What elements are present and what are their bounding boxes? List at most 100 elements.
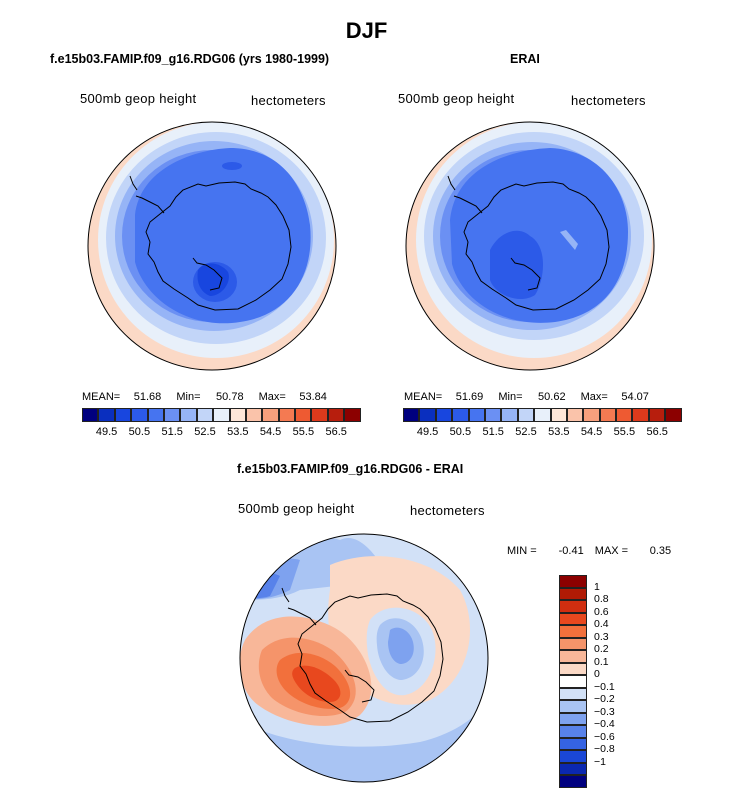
diff-field-label: 500mb geop height [238,501,355,516]
left-panel-title: f.e15b03.FAMIP.f09_g16.RDG06 (yrs 1980-1… [50,52,330,66]
right-colorbar-swatch [419,408,436,422]
left-colorbar-tick-label: 52.5 [194,426,216,438]
diff-panel-title: f.e15b03.FAMIP.f09_g16.RDG06 - ERAI [237,462,464,476]
right-min-label: Min= [498,391,523,403]
right-colorbar-swatch [484,408,502,422]
diff-colorbar-swatch [559,750,587,763]
right-max-value: 54.07 [621,391,649,403]
left-colorbar-tick-label: 56.5 [325,426,347,438]
left-max-label: Max= [258,391,286,403]
diff-colorbar-swatch [559,612,587,625]
diff-max-value: 0.35 [649,545,672,557]
diff-colorbar-swatch [559,775,587,788]
right-colorbar-tick-label: 53.5 [548,426,570,438]
diff-colorbar-swatch [559,687,587,700]
left-mean-label: MEAN= [82,391,121,403]
diff-min-value: -0.41 [558,545,584,557]
left-min-value: 50.78 [216,391,244,403]
left-colorbar-swatch [262,408,279,422]
right-field-label: 500mb geop height [398,91,515,106]
left-colorbar-swatch [147,408,164,422]
diff-colorbar-swatch [559,662,587,675]
diff-colorbar-tick-label: −0.4 [594,718,615,730]
left-colorbar-tick-label: 51.5 [161,426,183,438]
diff-colorbar-swatch [559,675,587,688]
left-colorbar-swatch [278,408,296,422]
right-max-label: Max= [580,391,608,403]
right-colorbar-swatch [517,408,535,422]
right-panel-title: ERAI [510,52,540,66]
right-colorbar-swatch [501,408,518,422]
right-colorbar [403,408,682,422]
right-units-label: hectometers [571,93,646,108]
diff-colorbar-swatch [559,600,587,613]
diff-colorbar-tick-label: −0.3 [594,705,615,718]
diff-colorbar-tick-label: −0.2 [594,693,615,705]
left-stats: MEAN= 51.68 Min= 50.78 Max= 53.84 [82,391,327,403]
right-colorbar-swatch [534,408,551,422]
left-colorbar-tick-label: 53.5 [227,426,249,438]
left-colorbar-swatch [344,408,361,422]
left-colorbar-swatch [327,408,345,422]
right-colorbar-tick-label: 55.5 [613,426,636,438]
right-colorbar-swatch [452,408,469,422]
diff-colorbar-tick-label: −0.6 [594,730,615,743]
right-colorbar-swatch [632,408,649,422]
left-colorbar-tick-label: 55.5 [292,426,315,438]
left-colorbar-swatch [131,408,148,422]
right-colorbar-swatch [648,408,666,422]
left-colorbar-tick-label: 49.5 [95,426,118,438]
diff-colorbar-labels: 1 0.8 0.6 0.4 0.3 0.2 0.1 0 −0.1 −0.2 −0.3 −0.4 −0.6… [594,575,644,785]
diff-min-label: MIN = [507,545,537,557]
left-colorbar-swatch [245,408,263,422]
left-colorbar-swatch [82,408,99,422]
left-colorbar-swatch [114,408,132,422]
right-mean-label: MEAN= [404,391,443,403]
diff-colorbar-swatch [559,625,587,638]
left-colorbar-swatch [163,408,181,422]
right-colorbar-tick-label: 56.5 [646,426,668,438]
diff-colorbar-swatch [559,700,587,713]
diff-colorbar-tick-label: 0.4 [594,618,609,630]
diff-colorbar-swatch [559,575,587,588]
diff-colorbar [559,575,587,788]
diff-colorbar-swatch [559,737,587,750]
diff-colorbar-tick-label: 0.6 [594,605,609,618]
right-antarctica-coastline [447,175,610,311]
right-colorbar-swatch [435,408,453,422]
right-colorbar-tick-label: 52.5 [515,426,537,438]
left-colorbar-swatch [98,408,115,422]
left-colorbar-tick-label: 50.5 [128,426,151,438]
diff-colorbar-swatch [559,712,587,725]
diff-colorbar-tick-label: −0.1 [594,680,615,693]
left-colorbar-tick-label: 54.5 [259,426,282,438]
left-field-label: 500mb geop height [80,91,197,106]
diff-colorbar-tick-label: −1 [594,755,606,768]
diff-colorbar-tick-label: 1 [594,580,600,593]
right-colorbar-labels: 49.5 50.5 51.5 52.5 53.5 54.5 55.5 56.5 [403,426,683,440]
diff-max-label: MAX = [594,545,629,557]
diff-units-label: hectometers [410,503,485,518]
right-colorbar-swatch [550,408,567,422]
diff-colorbar-tick-label: 0.2 [594,643,609,655]
diff-colorbar-swatch [559,637,587,650]
right-colorbar-swatch [566,408,584,422]
diff-colorbar-tick-label: 0.3 [594,630,609,643]
right-colorbar-swatch [583,408,600,422]
right-min-value: 50.62 [538,391,566,403]
left-antarctica-coastline [129,175,292,311]
right-colorbar-tick-label: 49.5 [416,426,439,438]
diff-antarctica-coastline [281,587,444,723]
left-colorbar-swatch [213,408,230,422]
diff-colorbar-tick-label: 0.1 [594,655,609,668]
left-colorbar [82,408,361,422]
right-colorbar-tick-label: 54.5 [580,426,603,438]
right-stats: MEAN= 51.69 Min= 50.62 Max= 54.07 [404,391,649,403]
diff-colorbar-swatch [559,762,587,775]
diff-stats: MIN = -0.41 MAX = 0.35 [507,545,671,557]
left-colorbar-swatch [295,408,312,422]
right-colorbar-swatch [665,408,682,422]
